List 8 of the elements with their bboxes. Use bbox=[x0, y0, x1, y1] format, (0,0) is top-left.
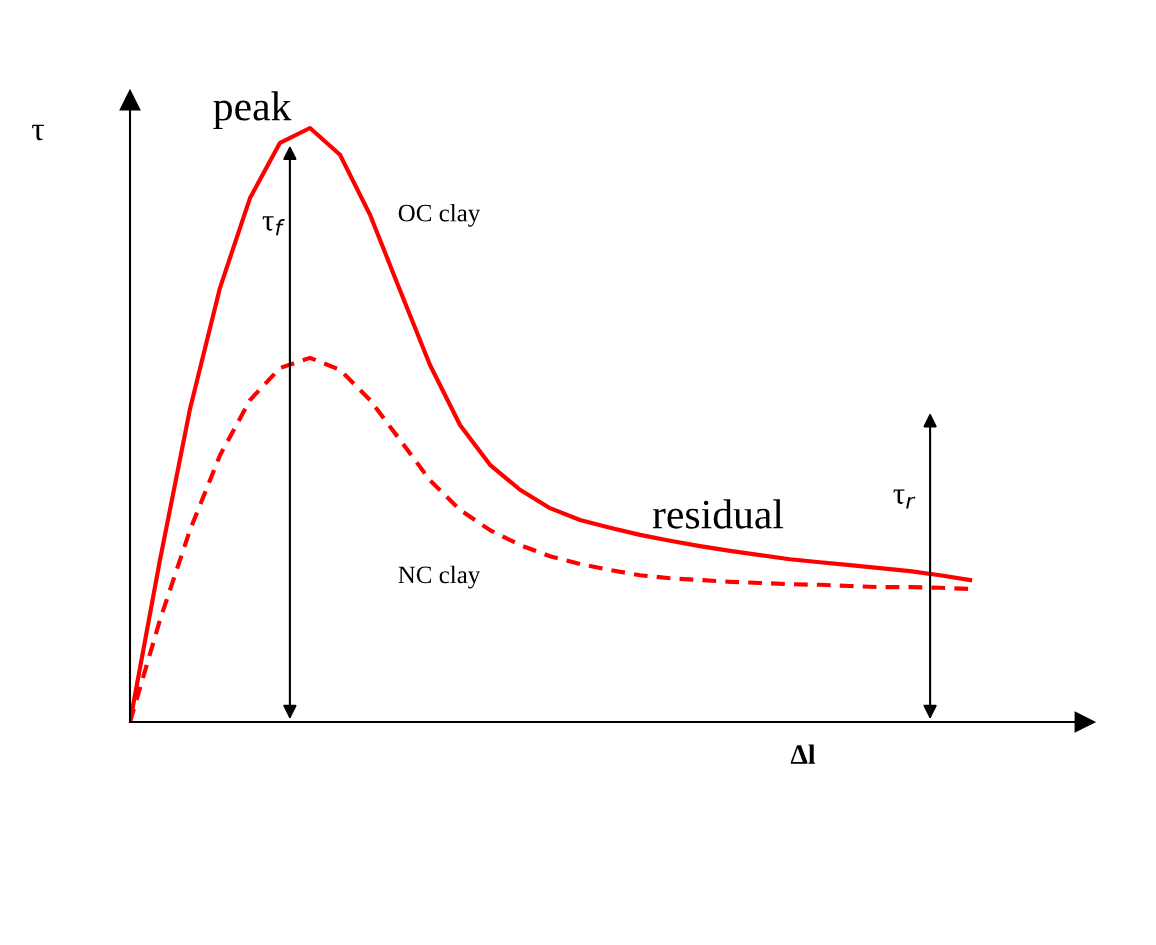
series-label: NC clay bbox=[398, 565, 481, 589]
annotation: residual bbox=[652, 499, 784, 529]
annotation: τ$_{r}$ bbox=[893, 489, 916, 509]
annotation: τ$_{f}$ bbox=[262, 216, 285, 236]
series-label: OC clay bbox=[398, 203, 481, 227]
annotation: peak bbox=[213, 91, 292, 130]
y-axis-title: τ bbox=[32, 124, 44, 141]
x-axis-title: Δl bbox=[790, 744, 816, 764]
